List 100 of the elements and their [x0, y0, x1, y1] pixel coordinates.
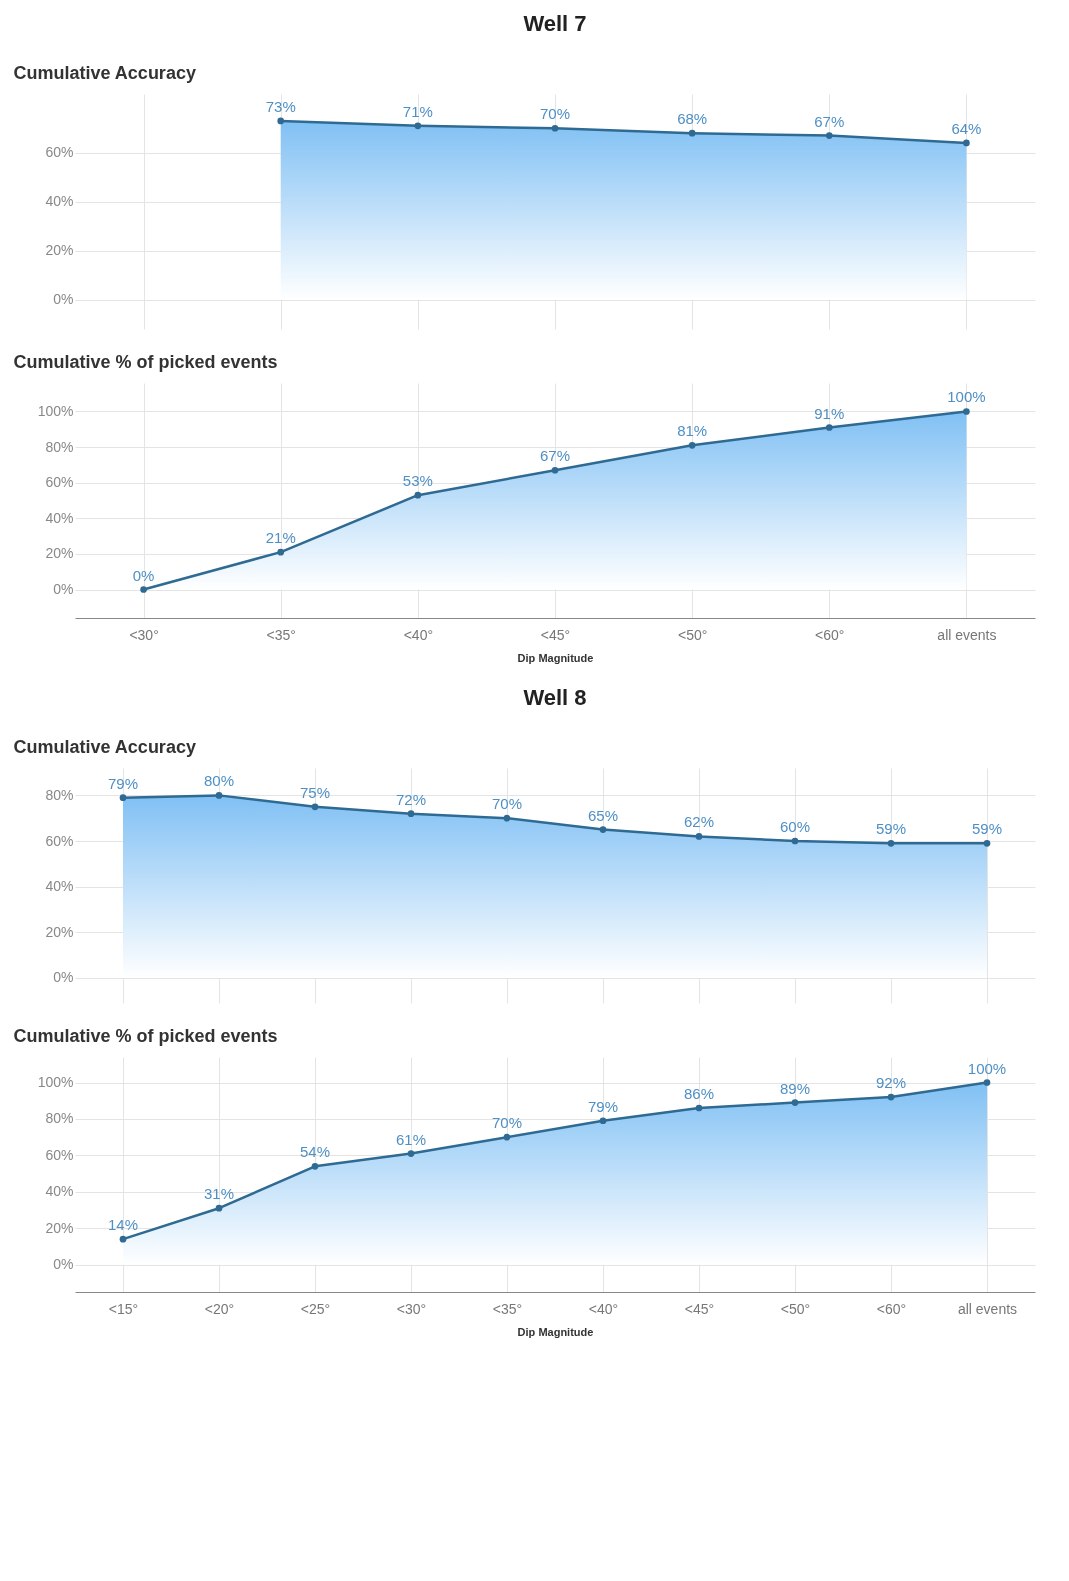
- y-tick-label: 60%: [45, 474, 74, 491]
- point: [311, 1162, 319, 1170]
- y-tick-label: 80%: [45, 438, 74, 455]
- x-tick-label: <60°: [815, 626, 845, 643]
- point: [311, 803, 319, 811]
- x-tick-label: <40°: [403, 626, 434, 643]
- point: [119, 794, 127, 802]
- y-axis-title: Cumulative % of picked events: [13, 351, 278, 372]
- y-tick-label: 40%: [45, 878, 74, 895]
- x-tick-label: <50°: [677, 626, 708, 643]
- x-tick-label: all events: [957, 1300, 1018, 1317]
- point: [407, 810, 415, 817]
- data-label: 65%: [587, 806, 619, 824]
- point: [407, 1150, 415, 1157]
- x-tick-label: <45°: [684, 1300, 715, 1317]
- data-label: 72%: [395, 790, 427, 808]
- point: [215, 792, 223, 799]
- x-tick-label: <35°: [492, 1300, 523, 1317]
- data-label: 73%: [265, 97, 296, 115]
- point: [688, 441, 696, 449]
- data-label: 59%: [971, 820, 1003, 838]
- y-tick-label: 60%: [45, 144, 74, 161]
- data-label: 14%: [107, 1216, 139, 1234]
- x-tick-label: <40°: [588, 1300, 619, 1317]
- x-tick-label: all events: [937, 626, 997, 643]
- data-label: 70%: [491, 795, 523, 813]
- y-tick-label: 80%: [45, 786, 74, 803]
- point: [414, 491, 422, 499]
- point: [503, 814, 511, 822]
- data-label: 64%: [951, 119, 982, 137]
- point: [277, 117, 285, 125]
- y-tick-label: 80%: [45, 1110, 74, 1127]
- y-tick-label: 40%: [45, 1183, 74, 1200]
- y-tick-label: 20%: [45, 242, 74, 259]
- point: [887, 839, 895, 847]
- y-axis-title: Cumulative Accuracy: [13, 736, 196, 757]
- data-label: 54%: [299, 1143, 331, 1161]
- data-label: 79%: [107, 774, 139, 792]
- x-tick-label: <25°: [300, 1300, 331, 1317]
- data-label: 21%: [265, 529, 296, 547]
- y-tick-label: 0%: [53, 1256, 74, 1273]
- x-tick-label: <45°: [540, 626, 571, 643]
- y-tick-label: 0%: [53, 969, 74, 986]
- point: [791, 837, 799, 845]
- data-label: 100%: [947, 388, 986, 406]
- point: [825, 132, 833, 139]
- x-axis-title: Dip Magnitude: [517, 651, 594, 664]
- data-label: 70%: [539, 105, 571, 123]
- data-label: 100%: [967, 1059, 1007, 1077]
- data-label: 86%: [683, 1085, 715, 1103]
- x-tick-label: <60°: [876, 1300, 907, 1317]
- point: [963, 139, 970, 147]
- x-tick-label: <20°: [204, 1300, 235, 1317]
- y-tick-label: 20%: [45, 923, 74, 940]
- point: [599, 826, 607, 833]
- x-tick-label: <50°: [780, 1300, 811, 1317]
- data-label: 80%: [203, 772, 235, 790]
- point: [887, 1093, 895, 1101]
- point: [599, 1117, 607, 1125]
- chart-title: Well 8: [523, 685, 587, 710]
- data-label: 31%: [203, 1185, 235, 1203]
- point: [825, 424, 833, 431]
- data-label: 68%: [677, 110, 708, 128]
- data-label: 75%: [299, 783, 331, 801]
- y-axis-title: Cumulative % of picked events: [13, 1025, 278, 1046]
- y-tick-label: 60%: [45, 1146, 74, 1163]
- data-label: 62%: [683, 813, 715, 831]
- y-tick-label: 40%: [45, 509, 74, 526]
- data-label: 67%: [814, 112, 845, 130]
- point: [277, 548, 285, 556]
- y-axis-title: Cumulative Accuracy: [13, 62, 196, 83]
- data-label: 61%: [395, 1130, 427, 1148]
- point: [688, 129, 696, 137]
- chart-title: Well 7: [523, 11, 587, 36]
- data-label: 53%: [402, 472, 433, 490]
- point: [695, 833, 703, 840]
- data-label: 89%: [779, 1079, 811, 1097]
- y-tick-label: 100%: [37, 1074, 74, 1090]
- data-label: 92%: [875, 1074, 907, 1092]
- y-tick-label: 0%: [53, 581, 74, 598]
- y-tick-label: 60%: [45, 832, 74, 849]
- x-tick-label: <30°: [396, 1300, 427, 1317]
- data-label: 91%: [814, 404, 845, 422]
- y-tick-label: 20%: [45, 1219, 74, 1236]
- data-label: 71%: [402, 102, 433, 120]
- point: [983, 1079, 991, 1086]
- point: [140, 586, 147, 593]
- x-tick-label: <15°: [108, 1300, 139, 1317]
- point: [983, 839, 991, 847]
- x-axis-title: Dip Magnitude: [517, 1325, 594, 1338]
- point: [963, 408, 970, 415]
- data-label: 60%: [779, 818, 811, 836]
- data-label: 59%: [875, 820, 907, 838]
- point: [119, 1235, 127, 1243]
- x-tick-label: <35°: [266, 626, 296, 643]
- y-tick-label: 20%: [45, 545, 74, 562]
- point: [503, 1133, 511, 1141]
- y-tick-label: 100%: [37, 402, 74, 419]
- data-label: 67%: [539, 447, 571, 465]
- y-tick-label: 40%: [45, 193, 74, 210]
